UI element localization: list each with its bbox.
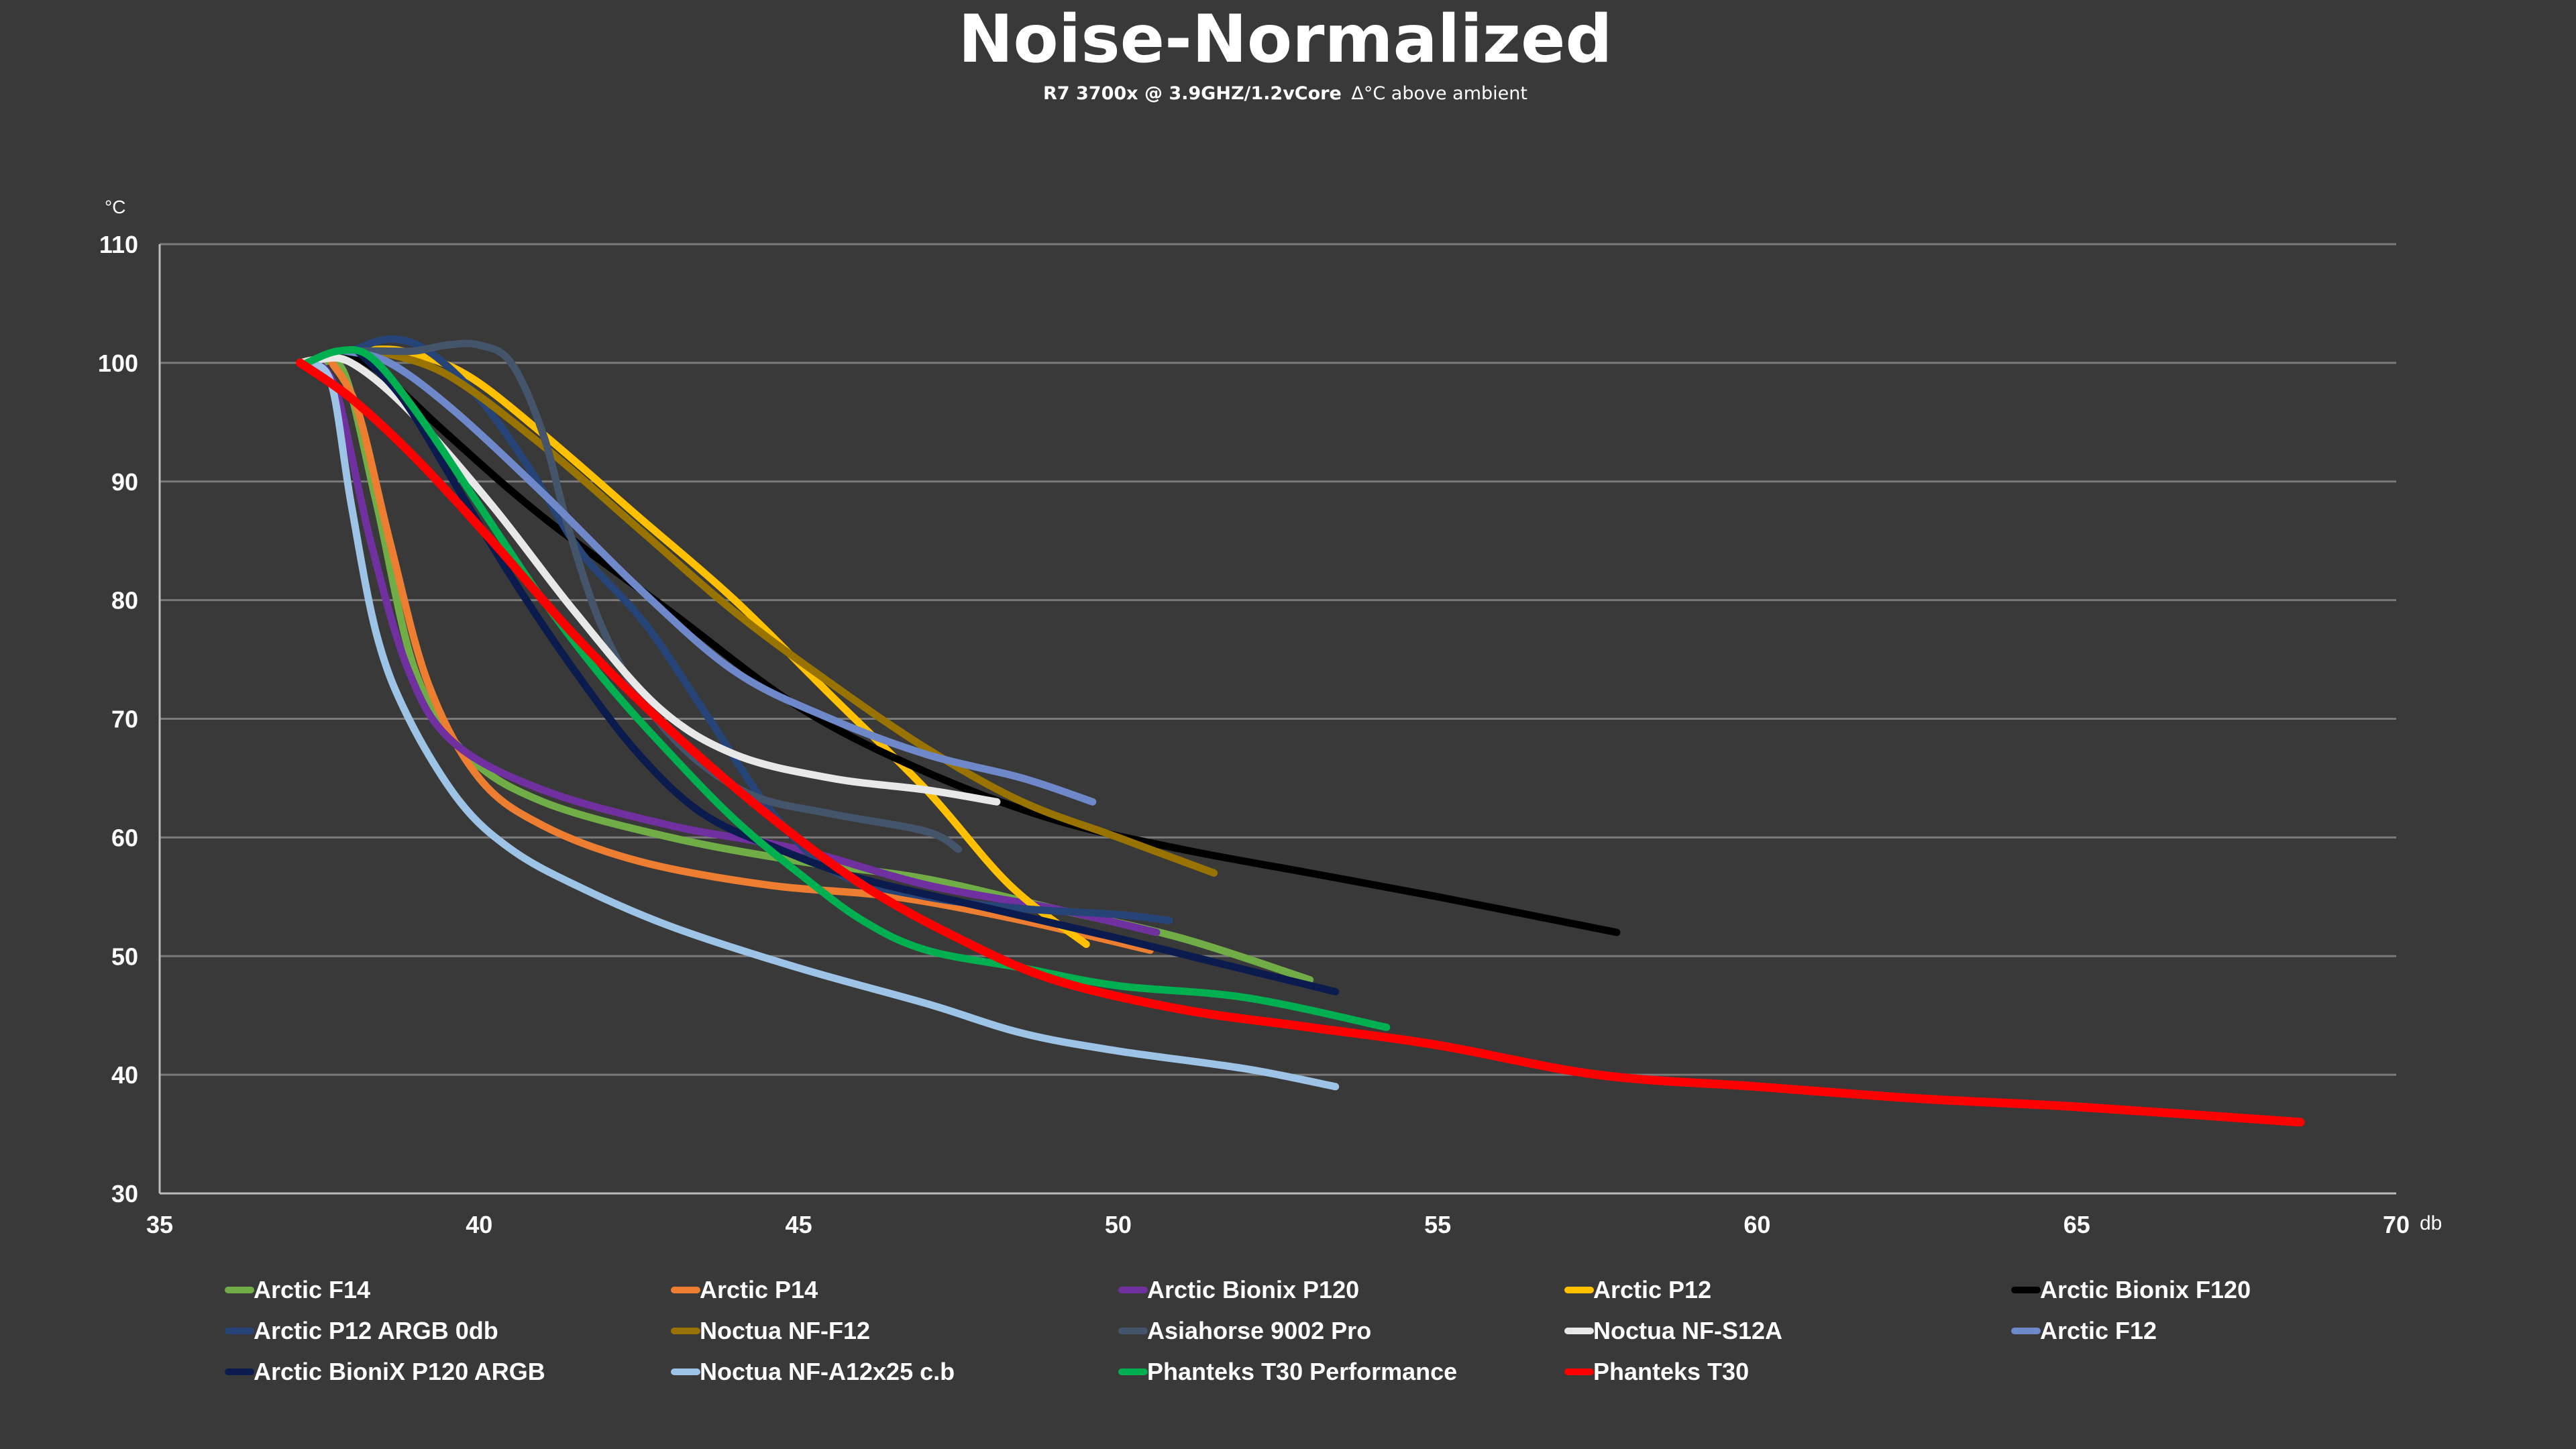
legend-item-arctic-p14: Arctic P14	[671, 1276, 818, 1303]
chart-subtitle: R7 3700x @ 3.9GHZ/1.2vCore Δ°C above amb…	[1043, 83, 1527, 104]
legend-label: Noctua NF-A12x25 c.b	[700, 1358, 955, 1385]
x-tick-label: 60	[1743, 1211, 1770, 1238]
legend-label: Arctic P12	[1593, 1276, 1711, 1303]
y-tick-label: 30	[111, 1180, 138, 1208]
legend-item-arctic-f14: Arctic F14	[225, 1276, 370, 1303]
chart-subtitle-bold: R7 3700x @ 3.9GHZ/1.2vCore	[1043, 83, 1342, 104]
y-tick-label: 110	[99, 231, 138, 258]
x-tick-label: 55	[1424, 1211, 1451, 1238]
y-tick-label: 40	[111, 1061, 138, 1089]
y-tick-label: 90	[111, 468, 138, 496]
legend-label: Arctic P14	[700, 1276, 818, 1303]
y-tick-label: 100	[98, 350, 138, 377]
legend-item-phanteks-t30: Phanteks T30	[1564, 1358, 1749, 1385]
legend-label: Noctua NF-S12A	[1593, 1317, 1782, 1344]
legend-item-arctic-p12-argb-0db: Arctic P12 ARGB 0db	[225, 1317, 498, 1344]
series-layer	[296, 335, 2305, 1127]
series-line-arctic-bionix-p120-argb	[354, 347, 1340, 996]
legend-label: Phanteks T30	[1593, 1358, 1749, 1385]
legend-item-asiahorse-9002-pro: Asiahorse 9002 Pro	[1118, 1317, 1371, 1344]
x-tick-label: 40	[466, 1211, 492, 1238]
legend-item-phanteks-t30-performance: Phanteks T30 Performance	[1118, 1358, 1457, 1385]
legend-item-noctua-nf-a12x25-c-b: Noctua NF-A12x25 c.b	[671, 1358, 955, 1385]
series-line-noctua-nf-a12x25-c-b	[309, 359, 1340, 1091]
series-line-asiahorse-9002-pro	[347, 339, 963, 853]
series-line-arctic-bionix-f120	[341, 347, 1621, 936]
legend-item-noctua-nf-f12: Noctua NF-F12	[671, 1317, 870, 1344]
series-line-arctic-bionix-p120	[315, 359, 1161, 936]
chart-subtitle-rest: Δ°C above ambient	[1351, 83, 1527, 104]
x-tick-label: 50	[1105, 1211, 1132, 1238]
grid-layer	[160, 243, 2396, 1195]
y-tick-label: 60	[111, 824, 138, 851]
series-line-arctic-p14	[328, 359, 1154, 954]
chart-title: Noise-Normalized	[958, 1, 1612, 78]
legend-label: Arctic F14	[254, 1276, 370, 1303]
x-tick-label: 45	[786, 1211, 812, 1238]
legend: Arctic F14 Arctic P14 Arctic Bionix P120 Ar…	[225, 1276, 2251, 1385]
x-tick-label: 70	[2383, 1211, 2410, 1238]
legend-label: Arctic BioniX P120 ARGB	[254, 1358, 545, 1385]
legend-label: Arctic P12 ARGB 0db	[254, 1317, 498, 1344]
legend-label: Phanteks T30 Performance	[1147, 1358, 1457, 1385]
x-tick-label: 65	[2063, 1211, 2090, 1238]
series-line-phanteks-t30-performance	[303, 345, 1391, 1031]
y-tick-label: 50	[111, 943, 138, 970]
y-tick-label: 80	[111, 587, 138, 614]
series-line-arctic-p12	[354, 345, 1090, 949]
legend-label: Noctua NF-F12	[700, 1317, 870, 1344]
legend-item-arctic-bionix-p120: Arctic Bionix P120	[1118, 1276, 1359, 1303]
legend-item-arctic-bionix-f120: Arctic Bionix F120	[2011, 1276, 2251, 1303]
y-axis-unit: °C	[105, 197, 125, 217]
series-line-arctic-f12	[341, 347, 1097, 806]
legend-label: Arctic Bionix P120	[1147, 1276, 1359, 1303]
legend-item-arctic-bionix-p120-argb: Arctic BioniX P120 ARGB	[225, 1358, 545, 1385]
legend-label: Asiahorse 9002 Pro	[1147, 1317, 1371, 1344]
axis-layer: 30 40 50 60 70 80 90 100 110 35 40 45 50 55 60 65 70	[98, 231, 2410, 1238]
series-line-noctua-nf-f12	[373, 347, 1218, 877]
legend-item-arctic-f12: Arctic F12	[2011, 1317, 2157, 1344]
series-line-noctua-nf-s12a	[297, 354, 1001, 806]
legend-label: Arctic F12	[2040, 1317, 2157, 1344]
x-tick-label: 35	[146, 1211, 173, 1238]
legend-item-arctic-p12: Arctic P12	[1564, 1276, 1711, 1303]
series-line-phanteks-t30	[296, 358, 2305, 1127]
legend-label: Arctic Bionix F120	[2040, 1276, 2251, 1303]
legend-item-noctua-nf-s12a: Noctua NF-S12A	[1564, 1317, 1782, 1344]
x-axis-unit: db	[2420, 1212, 2442, 1234]
y-tick-label: 70	[111, 706, 138, 733]
